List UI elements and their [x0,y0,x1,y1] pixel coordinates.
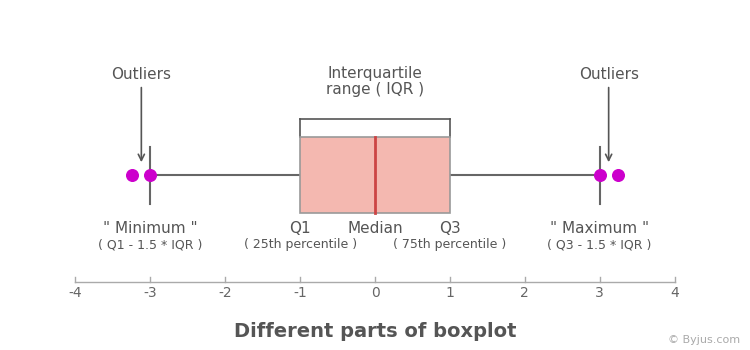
Text: " Maximum ": " Maximum " [550,221,650,236]
Text: -1: -1 [293,286,307,300]
Text: Outliers: Outliers [579,67,639,160]
Text: Interquartile: Interquartile [328,66,422,81]
Text: 2: 2 [520,286,530,300]
Point [613,172,625,178]
Text: -4: -4 [69,286,82,300]
Point [125,172,137,178]
Text: ( 75th percentile ): ( 75th percentile ) [393,238,506,251]
Text: range ( IQR ): range ( IQR ) [326,82,424,97]
Text: © Byjus.com: © Byjus.com [668,335,740,345]
Point [144,172,156,178]
Text: 3: 3 [596,286,604,300]
Text: Outliers: Outliers [111,67,171,160]
Text: 0: 0 [370,286,380,300]
Text: Q3: Q3 [439,221,460,236]
Text: -2: -2 [218,286,232,300]
Text: Different parts of boxplot: Different parts of boxplot [234,322,516,341]
Text: -3: -3 [143,286,158,300]
Text: " Minimum ": " Minimum " [103,221,198,236]
Text: 4: 4 [670,286,679,300]
Text: Median: Median [347,221,403,236]
Point [594,172,606,178]
Text: ( 25th percentile ): ( 25th percentile ) [244,238,357,251]
Bar [300,137,450,213]
Text: 1: 1 [446,286,454,300]
Text: ( Q1 - 1.5 * IQR ): ( Q1 - 1.5 * IQR ) [98,239,202,252]
Text: Q1: Q1 [290,221,311,236]
Text: ( Q3 - 1.5 * IQR ): ( Q3 - 1.5 * IQR ) [548,239,652,252]
